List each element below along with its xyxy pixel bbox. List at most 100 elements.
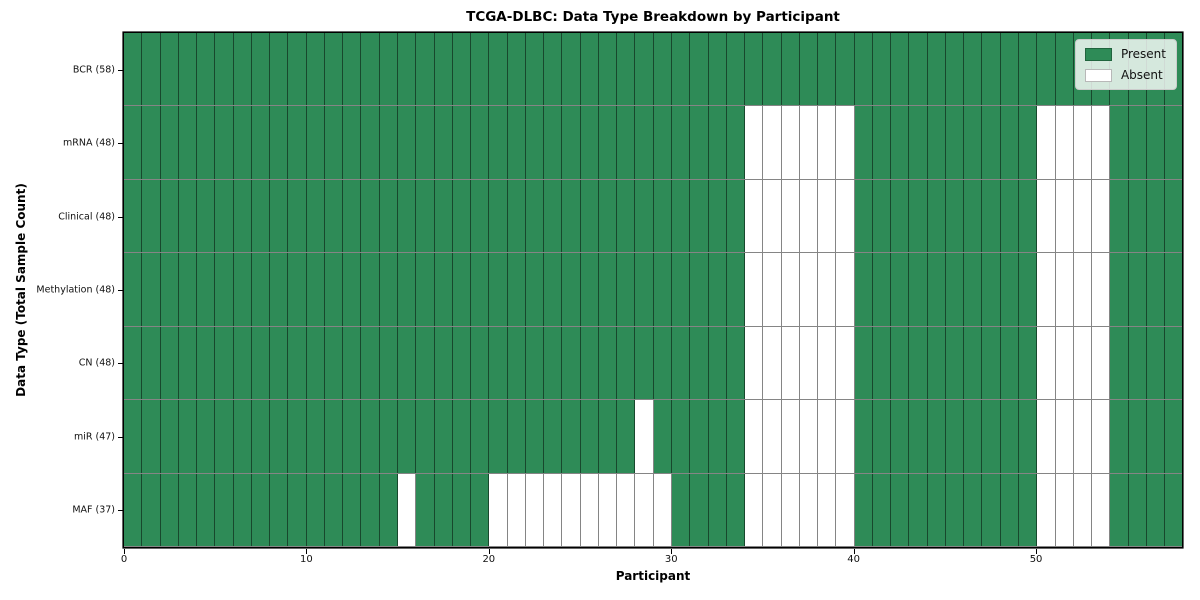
- heatmap-cell: [288, 253, 307, 326]
- heatmap-cell: [178, 179, 198, 253]
- heatmap-cell: [434, 106, 453, 179]
- heatmap-cell: [544, 33, 563, 106]
- heatmap-cell: [1092, 253, 1111, 326]
- heatmap-cell: [397, 253, 417, 326]
- heatmap-cell: [1055, 326, 1074, 400]
- heatmap-cell: [891, 253, 910, 326]
- heatmap-cell: [215, 253, 234, 326]
- heatmap-cell: [124, 179, 143, 253]
- x-tick-mark: [124, 549, 125, 554]
- heatmap-cell: [927, 179, 946, 253]
- heatmap-cell: [598, 33, 618, 106]
- heatmap-cell: [653, 473, 672, 546]
- heatmap-cell: [964, 106, 983, 179]
- heatmap-cell: [708, 473, 727, 546]
- legend-label: Absent: [1120, 68, 1163, 82]
- heatmap-cell: [233, 326, 252, 400]
- heatmap-cell: [836, 400, 855, 473]
- heatmap-cell: [416, 106, 435, 179]
- heatmap-cell: [416, 473, 435, 546]
- heatmap-cell: [799, 106, 819, 179]
- heatmap-cell: [854, 106, 873, 179]
- heatmap-cell: [763, 400, 782, 473]
- heatmap-cell: [982, 326, 1001, 400]
- heatmap-cell: [343, 473, 362, 546]
- heatmap-cell: [233, 400, 252, 473]
- heatmap-cell: [635, 33, 654, 106]
- heatmap-cell: [945, 400, 965, 473]
- heatmap-cell: [1092, 179, 1111, 253]
- heatmap-cell: [726, 473, 746, 546]
- heatmap-cell: [909, 400, 928, 473]
- heatmap-cell: [1019, 326, 1038, 400]
- heatmap-cell: [507, 400, 526, 473]
- y-tick-label: mRNA (48): [63, 137, 115, 149]
- heatmap-cell: [836, 106, 855, 179]
- heatmap-cell: [124, 253, 143, 326]
- heatmap-cell: [982, 473, 1001, 546]
- heatmap-cell: [1092, 326, 1111, 400]
- heatmap-cell: [324, 253, 344, 326]
- heatmap-cell: [1037, 326, 1056, 400]
- y-tick-mark: [118, 290, 123, 291]
- heatmap-cell: [288, 326, 307, 400]
- heatmap-cell: [891, 106, 910, 179]
- heatmap-cell: [142, 253, 161, 326]
- heatmap-cell: [361, 106, 380, 179]
- x-tick-label: 10: [300, 554, 313, 565]
- heatmap-cell: [544, 179, 563, 253]
- heatmap-cell: [544, 473, 563, 546]
- heatmap-cell: [653, 400, 672, 473]
- heatmap-cell: [215, 33, 234, 106]
- heatmap-row: [124, 106, 1183, 180]
- heatmap-cell: [361, 253, 380, 326]
- heatmap-cell: [471, 326, 490, 400]
- heatmap-cell: [379, 33, 398, 106]
- heatmap-cell: [434, 179, 453, 253]
- heatmap-cell: [544, 253, 563, 326]
- heatmap-cell: [836, 326, 855, 400]
- heatmap-cell: [818, 326, 837, 400]
- heatmap-cell: [270, 326, 289, 400]
- heatmap-cell: [1019, 33, 1038, 106]
- heatmap-cell: [1165, 106, 1183, 179]
- heatmap-cell: [927, 33, 946, 106]
- heatmap-cell: [580, 253, 599, 326]
- heatmap-cell: [489, 106, 508, 179]
- heatmap-cell: [142, 33, 161, 106]
- heatmap-cell: [1073, 326, 1093, 400]
- heatmap-cell: [525, 253, 545, 326]
- heatmap-cell: [653, 253, 672, 326]
- heatmap-cell: [544, 106, 563, 179]
- heatmap-cell: [1037, 33, 1056, 106]
- heatmap-cell: [160, 106, 179, 179]
- heatmap-cell: [1000, 33, 1020, 106]
- heatmap-cell: [306, 33, 325, 106]
- heatmap-cell: [690, 179, 709, 253]
- heatmap-cell: [142, 106, 161, 179]
- heatmap-cell: [197, 33, 216, 106]
- heatmap-cell: [1128, 106, 1147, 179]
- heatmap-cell: [745, 179, 764, 253]
- heatmap-cell: [580, 326, 599, 400]
- heatmap-cell: [178, 326, 198, 400]
- heatmap-cell: [708, 326, 727, 400]
- heatmap-cell: [964, 326, 983, 400]
- heatmap-cell: [471, 33, 490, 106]
- heatmap-cell: [854, 179, 873, 253]
- heatmap-cell: [525, 33, 545, 106]
- heatmap-cell: [251, 326, 271, 400]
- heatmap-cell: [452, 473, 472, 546]
- heatmap-cell: [525, 400, 545, 473]
- heatmap-cell: [361, 473, 380, 546]
- heatmap-cell: [142, 326, 161, 400]
- heatmap-cell: [836, 33, 855, 106]
- heatmap-cell: [434, 326, 453, 400]
- x-tick-mark: [853, 549, 855, 554]
- heatmap-cell: [1055, 473, 1074, 546]
- heatmap-cell: [708, 253, 727, 326]
- heatmap-cell: [178, 400, 198, 473]
- heatmap-cell: [489, 33, 508, 106]
- heatmap-cell: [471, 253, 490, 326]
